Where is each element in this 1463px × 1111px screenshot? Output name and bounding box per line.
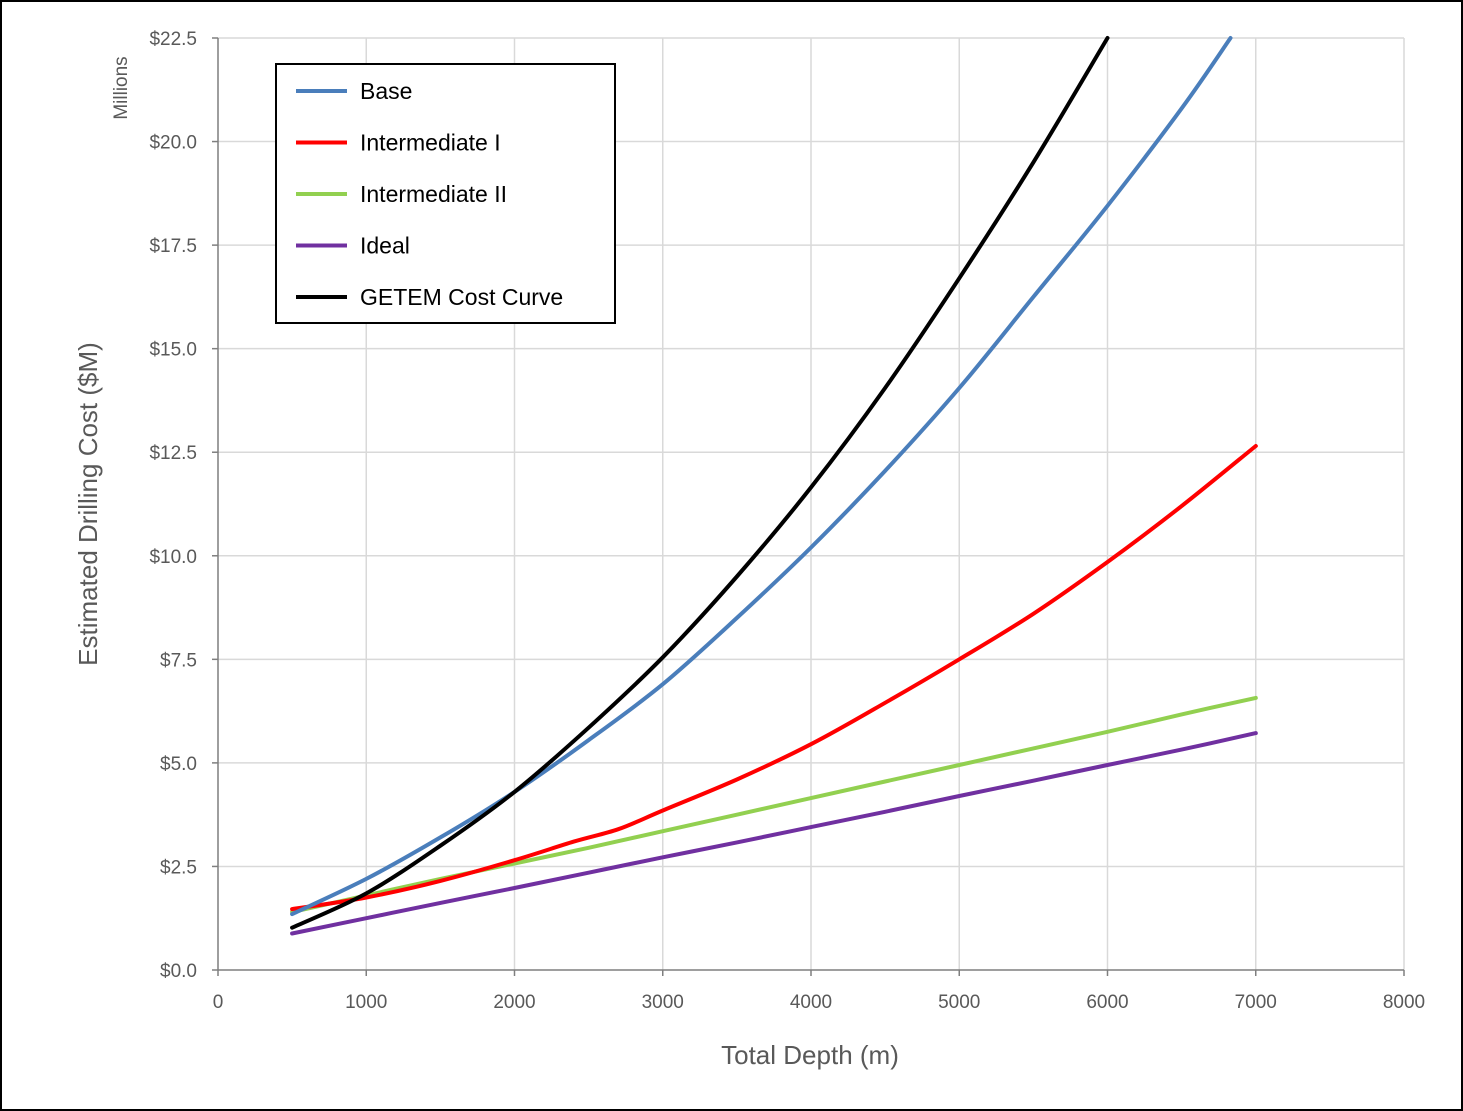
x-tick-label: 8000 xyxy=(1383,992,1425,1013)
legend-label-getem-cost-curve: GETEM Cost Curve xyxy=(360,284,563,310)
x-tick-label: 4000 xyxy=(790,992,832,1013)
y-units-label: Millions xyxy=(111,56,132,119)
series-line-intermediate-i xyxy=(290,444,1258,912)
x-tick-label: 6000 xyxy=(1086,992,1128,1013)
legend: Base Intermediate I Intermediate II Ideal GE… xyxy=(275,63,616,324)
y-tick-label: $15.0 xyxy=(149,340,197,361)
x-axis-title: Total Depth (m) xyxy=(721,1040,899,1070)
series-line-getem-cost-curve xyxy=(290,36,1110,930)
series-line-base xyxy=(290,36,1233,917)
y-tick-label: $12.5 xyxy=(149,443,197,464)
y-tick-label: $7.5 xyxy=(160,650,197,671)
x-tick-label: 3000 xyxy=(642,992,684,1013)
axes xyxy=(212,37,1405,976)
legend-label-intermediate-i: Intermediate I xyxy=(360,130,501,156)
y-tick-label: $17.5 xyxy=(149,236,197,257)
x-tick-label: 0 xyxy=(213,992,224,1013)
x-tick-label: 5000 xyxy=(938,992,980,1013)
x-axis-tick-labels: 0 1000 2000 3000 4000 5000 6000 7000 8000 xyxy=(213,992,1425,1013)
legend-label-base: Base xyxy=(360,78,412,104)
y-tick-label: $2.5 xyxy=(160,857,197,878)
y-tick-label: $22.5 xyxy=(149,29,197,50)
y-tick-label: $5.0 xyxy=(160,754,197,775)
y-tick-label: $0.0 xyxy=(160,961,197,982)
y-axis-tick-labels: $0.0 $2.5 $5.0 $7.5 $10.0 $12.5 $15.0 $17.5 $20.… xyxy=(149,29,197,982)
y-tick-label: $10.0 xyxy=(149,547,197,568)
legend-label-ideal: Ideal xyxy=(360,233,410,259)
y-tick-label: $20.0 xyxy=(149,133,197,154)
legend-label-intermediate-ii: Intermediate II xyxy=(360,181,507,207)
series-lines xyxy=(290,36,1258,936)
y-axis-title: Estimated Drilling Cost ($M) xyxy=(73,342,103,666)
x-tick-label: 2000 xyxy=(493,992,535,1013)
x-tick-label: 7000 xyxy=(1235,992,1277,1013)
legend-items: Base Intermediate I Intermediate II Ideal GE… xyxy=(296,78,563,310)
x-tick-label: 1000 xyxy=(345,992,387,1013)
series-line-ideal xyxy=(290,731,1258,936)
